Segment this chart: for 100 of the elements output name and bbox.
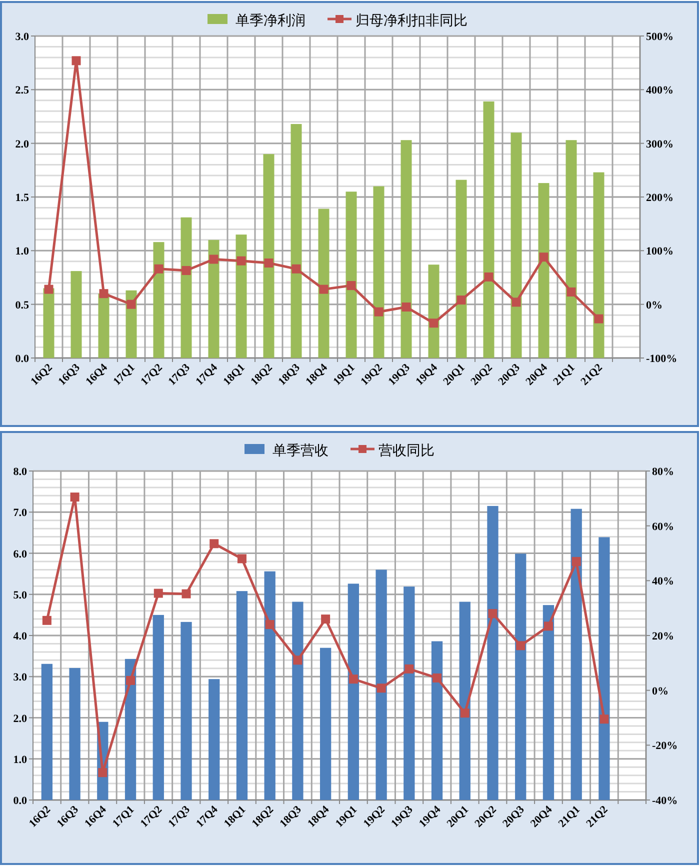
y-tick-label: 2.0 bbox=[15, 138, 30, 150]
point bbox=[265, 620, 274, 630]
y2-tick-label: -40% bbox=[652, 795, 678, 807]
point bbox=[594, 314, 604, 324]
bar bbox=[208, 240, 220, 358]
bar bbox=[487, 506, 498, 800]
bar bbox=[70, 271, 82, 358]
y2-tick-label: 40% bbox=[652, 576, 674, 588]
point bbox=[456, 296, 466, 305]
legend-label: 单季净利润 bbox=[236, 13, 306, 29]
point bbox=[348, 674, 358, 684]
point bbox=[432, 673, 442, 682]
bar bbox=[459, 602, 470, 800]
point bbox=[210, 539, 219, 548]
bar bbox=[98, 294, 110, 358]
point bbox=[516, 641, 526, 650]
bar bbox=[124, 658, 136, 800]
point bbox=[321, 614, 330, 624]
y2-tick-label: 0% bbox=[646, 299, 662, 312]
y2-tick-label: 20% bbox=[652, 630, 674, 642]
bar bbox=[236, 234, 247, 358]
point bbox=[404, 664, 414, 674]
bar bbox=[208, 679, 220, 800]
point bbox=[70, 492, 80, 502]
point bbox=[126, 300, 136, 309]
point bbox=[236, 256, 246, 266]
y2-tick-label: 100% bbox=[646, 246, 674, 258]
y2-tick-label: 0% bbox=[652, 685, 668, 698]
point bbox=[376, 684, 386, 693]
point bbox=[44, 284, 54, 294]
bar bbox=[292, 602, 304, 800]
bar bbox=[400, 140, 412, 358]
bar bbox=[153, 242, 164, 358]
y-tick-label: 3.0 bbox=[15, 31, 30, 43]
point bbox=[600, 714, 609, 724]
point bbox=[460, 708, 470, 718]
y-tick-label: 0.0 bbox=[15, 353, 30, 365]
point bbox=[209, 254, 218, 264]
bar bbox=[236, 591, 248, 800]
point bbox=[98, 768, 108, 778]
bar bbox=[290, 124, 302, 358]
bar bbox=[348, 584, 360, 800]
y2-tick-label: 200% bbox=[646, 192, 674, 204]
y-tick-label: 4.0 bbox=[13, 630, 28, 642]
point bbox=[319, 284, 328, 294]
bar bbox=[264, 571, 276, 800]
bar bbox=[180, 217, 192, 358]
bar bbox=[510, 132, 522, 358]
point bbox=[292, 264, 301, 274]
bar bbox=[41, 664, 53, 800]
y-tick-label: 3.0 bbox=[13, 672, 28, 684]
bar bbox=[404, 586, 415, 800]
y-tick-label: 1.0 bbox=[15, 246, 30, 258]
point bbox=[572, 556, 581, 566]
point bbox=[374, 307, 384, 316]
point bbox=[566, 287, 576, 296]
bar bbox=[428, 264, 440, 358]
bar bbox=[376, 570, 387, 800]
point bbox=[402, 302, 411, 312]
point bbox=[182, 589, 191, 598]
bar bbox=[152, 614, 164, 800]
bar bbox=[263, 154, 274, 358]
point bbox=[99, 289, 108, 298]
bar bbox=[456, 180, 467, 358]
point bbox=[42, 616, 52, 625]
point bbox=[154, 588, 163, 598]
legend-label: 营收同比 bbox=[378, 443, 434, 459]
y2-tick-label: -20% bbox=[652, 740, 678, 752]
legend-label: 归母净利扣非同比 bbox=[356, 13, 468, 29]
bar bbox=[483, 101, 494, 358]
y2-tick-label: 60% bbox=[652, 520, 674, 533]
bar bbox=[69, 668, 80, 800]
bar bbox=[346, 192, 357, 358]
bar bbox=[431, 641, 443, 800]
bar bbox=[593, 172, 604, 358]
y-tick-label: 8.0 bbox=[13, 466, 28, 478]
bar bbox=[598, 537, 610, 800]
bar bbox=[318, 208, 330, 358]
y-tick-label: 1.0 bbox=[13, 754, 28, 766]
point bbox=[182, 266, 191, 276]
point bbox=[72, 56, 81, 66]
y-tick-label: 2.5 bbox=[15, 84, 30, 97]
y-tick-label: 6.0 bbox=[13, 548, 28, 560]
point bbox=[126, 676, 136, 685]
y2-tick-label: 500% bbox=[646, 31, 674, 43]
legend-label: 单季营收 bbox=[272, 443, 328, 459]
y-tick-label: 0.0 bbox=[13, 795, 28, 807]
bar bbox=[43, 288, 54, 358]
point bbox=[293, 656, 302, 665]
bar bbox=[542, 605, 554, 800]
y-tick-label: 1.5 bbox=[15, 192, 30, 204]
point bbox=[154, 264, 164, 274]
point bbox=[539, 252, 548, 262]
y2-tick-label: -100% bbox=[646, 353, 678, 365]
y-tick-label: 0.5 bbox=[15, 299, 30, 312]
bar bbox=[373, 186, 384, 358]
y2-tick-label: 400% bbox=[646, 84, 674, 97]
y-tick-label: 7.0 bbox=[13, 507, 28, 520]
point bbox=[484, 272, 494, 282]
point bbox=[544, 622, 553, 631]
